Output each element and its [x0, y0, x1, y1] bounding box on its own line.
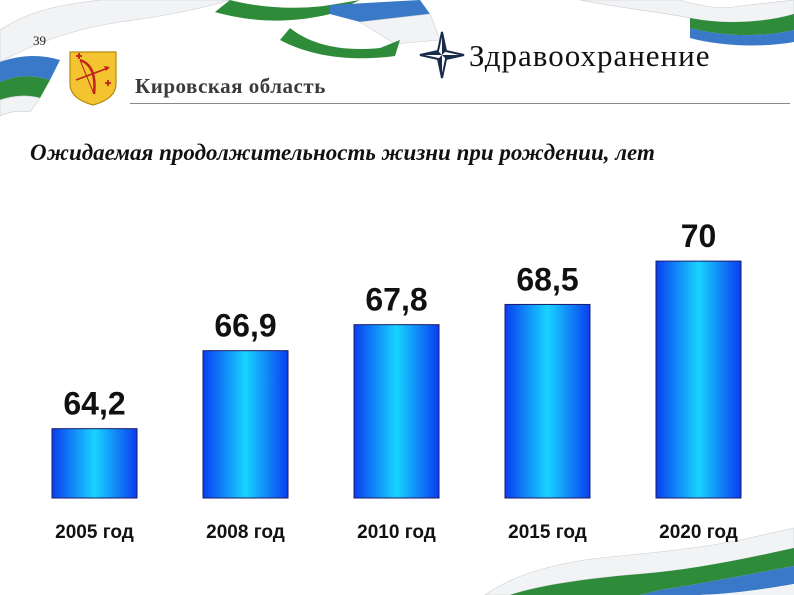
category-label-0: 2005 год	[55, 522, 134, 543]
bar-0	[51, 428, 138, 499]
bar-2	[353, 324, 440, 499]
header-divider	[130, 103, 790, 104]
bar-4	[655, 260, 742, 499]
slide-number: 39	[33, 33, 46, 48]
chart-title: Ожидаемая продолжительность жизни при ро…	[30, 140, 655, 165]
region-name: Кировская область	[135, 74, 326, 98]
four-point-star-icon	[419, 31, 465, 79]
value-label-3: 68,5	[516, 261, 578, 297]
category-label-3: 2015 год	[508, 522, 587, 543]
section-title: Здравоохранение	[469, 38, 711, 73]
bar-1	[202, 350, 289, 499]
category-label-4: 2020 год	[659, 522, 738, 543]
category-label-1: 2008 год	[206, 522, 285, 543]
kirov-coat-of-arms-icon	[69, 51, 117, 106]
category-label-2: 2010 год	[357, 522, 436, 543]
value-label-2: 67,8	[365, 282, 427, 318]
value-label-4: 70	[681, 218, 717, 254]
bar-3	[504, 303, 591, 499]
value-label-0: 64,2	[63, 386, 125, 422]
value-label-1: 66,9	[214, 308, 276, 344]
